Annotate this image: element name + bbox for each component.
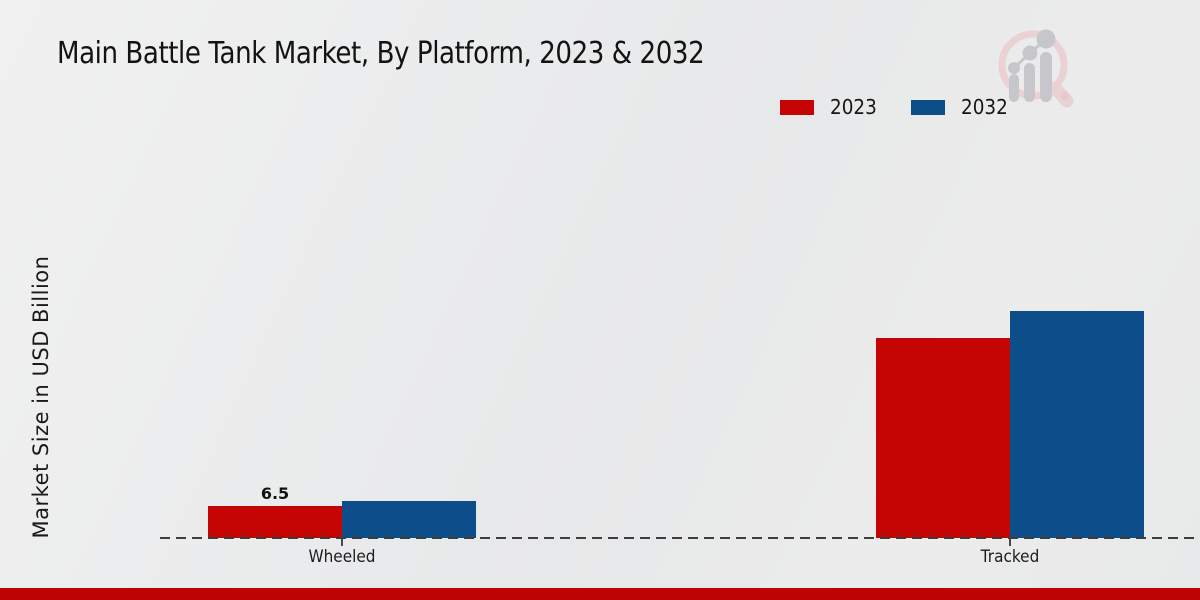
- footer-accent-bar: [0, 588, 1200, 600]
- bar-2023-wheeled: [208, 505, 342, 538]
- chart-title: Main Battle Tank Market, By Platform, 20…: [57, 36, 705, 71]
- logo-node-small: [1008, 62, 1020, 74]
- logo-dot: [1061, 92, 1069, 100]
- logo-bar-tall: [1040, 52, 1052, 102]
- legend-swatch-2032: [910, 99, 945, 115]
- legend-item-2023: 2023: [780, 95, 881, 119]
- x-axis-tick-wheeled: [341, 539, 343, 546]
- value-label-2023-wheeled: 6.5: [260, 483, 290, 503]
- category-label-wheeled: Wheeled: [308, 547, 376, 567]
- logo-node-large: [1036, 29, 1056, 49]
- legend-swatch-2023: [780, 99, 814, 115]
- legend-item-2032: 2032: [910, 95, 1012, 119]
- bar-2023-tracked: [876, 338, 1010, 538]
- x-axis-baseline: [160, 537, 1197, 539]
- bar-2032-tracked: [1010, 310, 1144, 538]
- category-label-tracked: Tracked: [980, 547, 1040, 567]
- logo-node-medium: [1022, 45, 1038, 61]
- legend-label-2023: 2023: [830, 95, 877, 119]
- x-axis-tick-tracked: [1009, 539, 1011, 546]
- legend: 2023 2032: [780, 95, 1012, 119]
- logo-bar-medium: [1024, 63, 1035, 102]
- magnifier-bar-chart-logo: [998, 29, 1074, 108]
- logo-bar-small: [1009, 74, 1019, 102]
- legend-label-2032: 2032: [960, 95, 1008, 119]
- bar-2032-wheeled: [342, 500, 476, 538]
